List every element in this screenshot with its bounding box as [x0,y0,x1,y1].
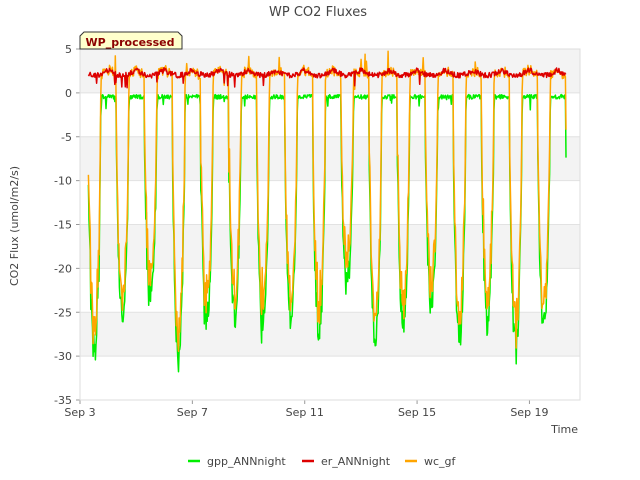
legend-label-er_ANNnight: er_ANNnight [321,455,391,468]
y-axis: 5 0 -5 -10 -15 -20 -25 -30 -35 [54,43,80,407]
x-axis: Sep 3 Sep 7 Sep 11 Sep 15 Sep 19 [64,400,549,419]
y-tick-label: 0 [65,87,72,100]
plot-frame [79,48,581,401]
grid-band [80,92,580,137]
y-tick-label: -20 [54,262,72,275]
grid-band [80,356,580,400]
series-lines [87,50,567,373]
y-tick-label: -25 [54,306,72,319]
grid-band [80,136,580,181]
y-tick-label: 5 [65,43,72,56]
plot-background [80,48,580,401]
grid-band [80,268,580,313]
y-tick-label: -30 [54,350,72,363]
legend-label-wc_gf: wc_gf [424,455,457,468]
x-axis-label: Time [550,423,578,436]
legend-label-gpp_ANNnight: gpp_ANNnight [207,455,286,468]
grid-band [80,180,580,225]
badge-text: WP_processed [86,36,175,49]
x-tick-label: Sep 19 [510,406,548,419]
x-tick-label: Sep 11 [286,406,324,419]
x-tick-label: Sep 15 [398,406,436,419]
y-tick-label: -10 [54,175,72,188]
y-tick-label: -35 [54,394,72,407]
y-axis-label: CO2 Flux (umol/m2/s) [8,166,21,286]
grid-band [80,312,580,357]
y-tick-label: -5 [61,131,72,144]
x-tick-label: Sep 3 [64,406,95,419]
chart-title: WP CO2 Fluxes [269,5,367,20]
badge-shape [79,31,183,50]
processing-badge: WP_processed [79,31,183,50]
x-tick-label: Sep 7 [177,406,208,419]
series-line-er_ANNnight [87,66,567,89]
grid-band [80,224,580,269]
y-tick-label: -15 [54,219,72,232]
legend: gpp_ANNnight er_ANNnight wc_gf [188,455,457,468]
